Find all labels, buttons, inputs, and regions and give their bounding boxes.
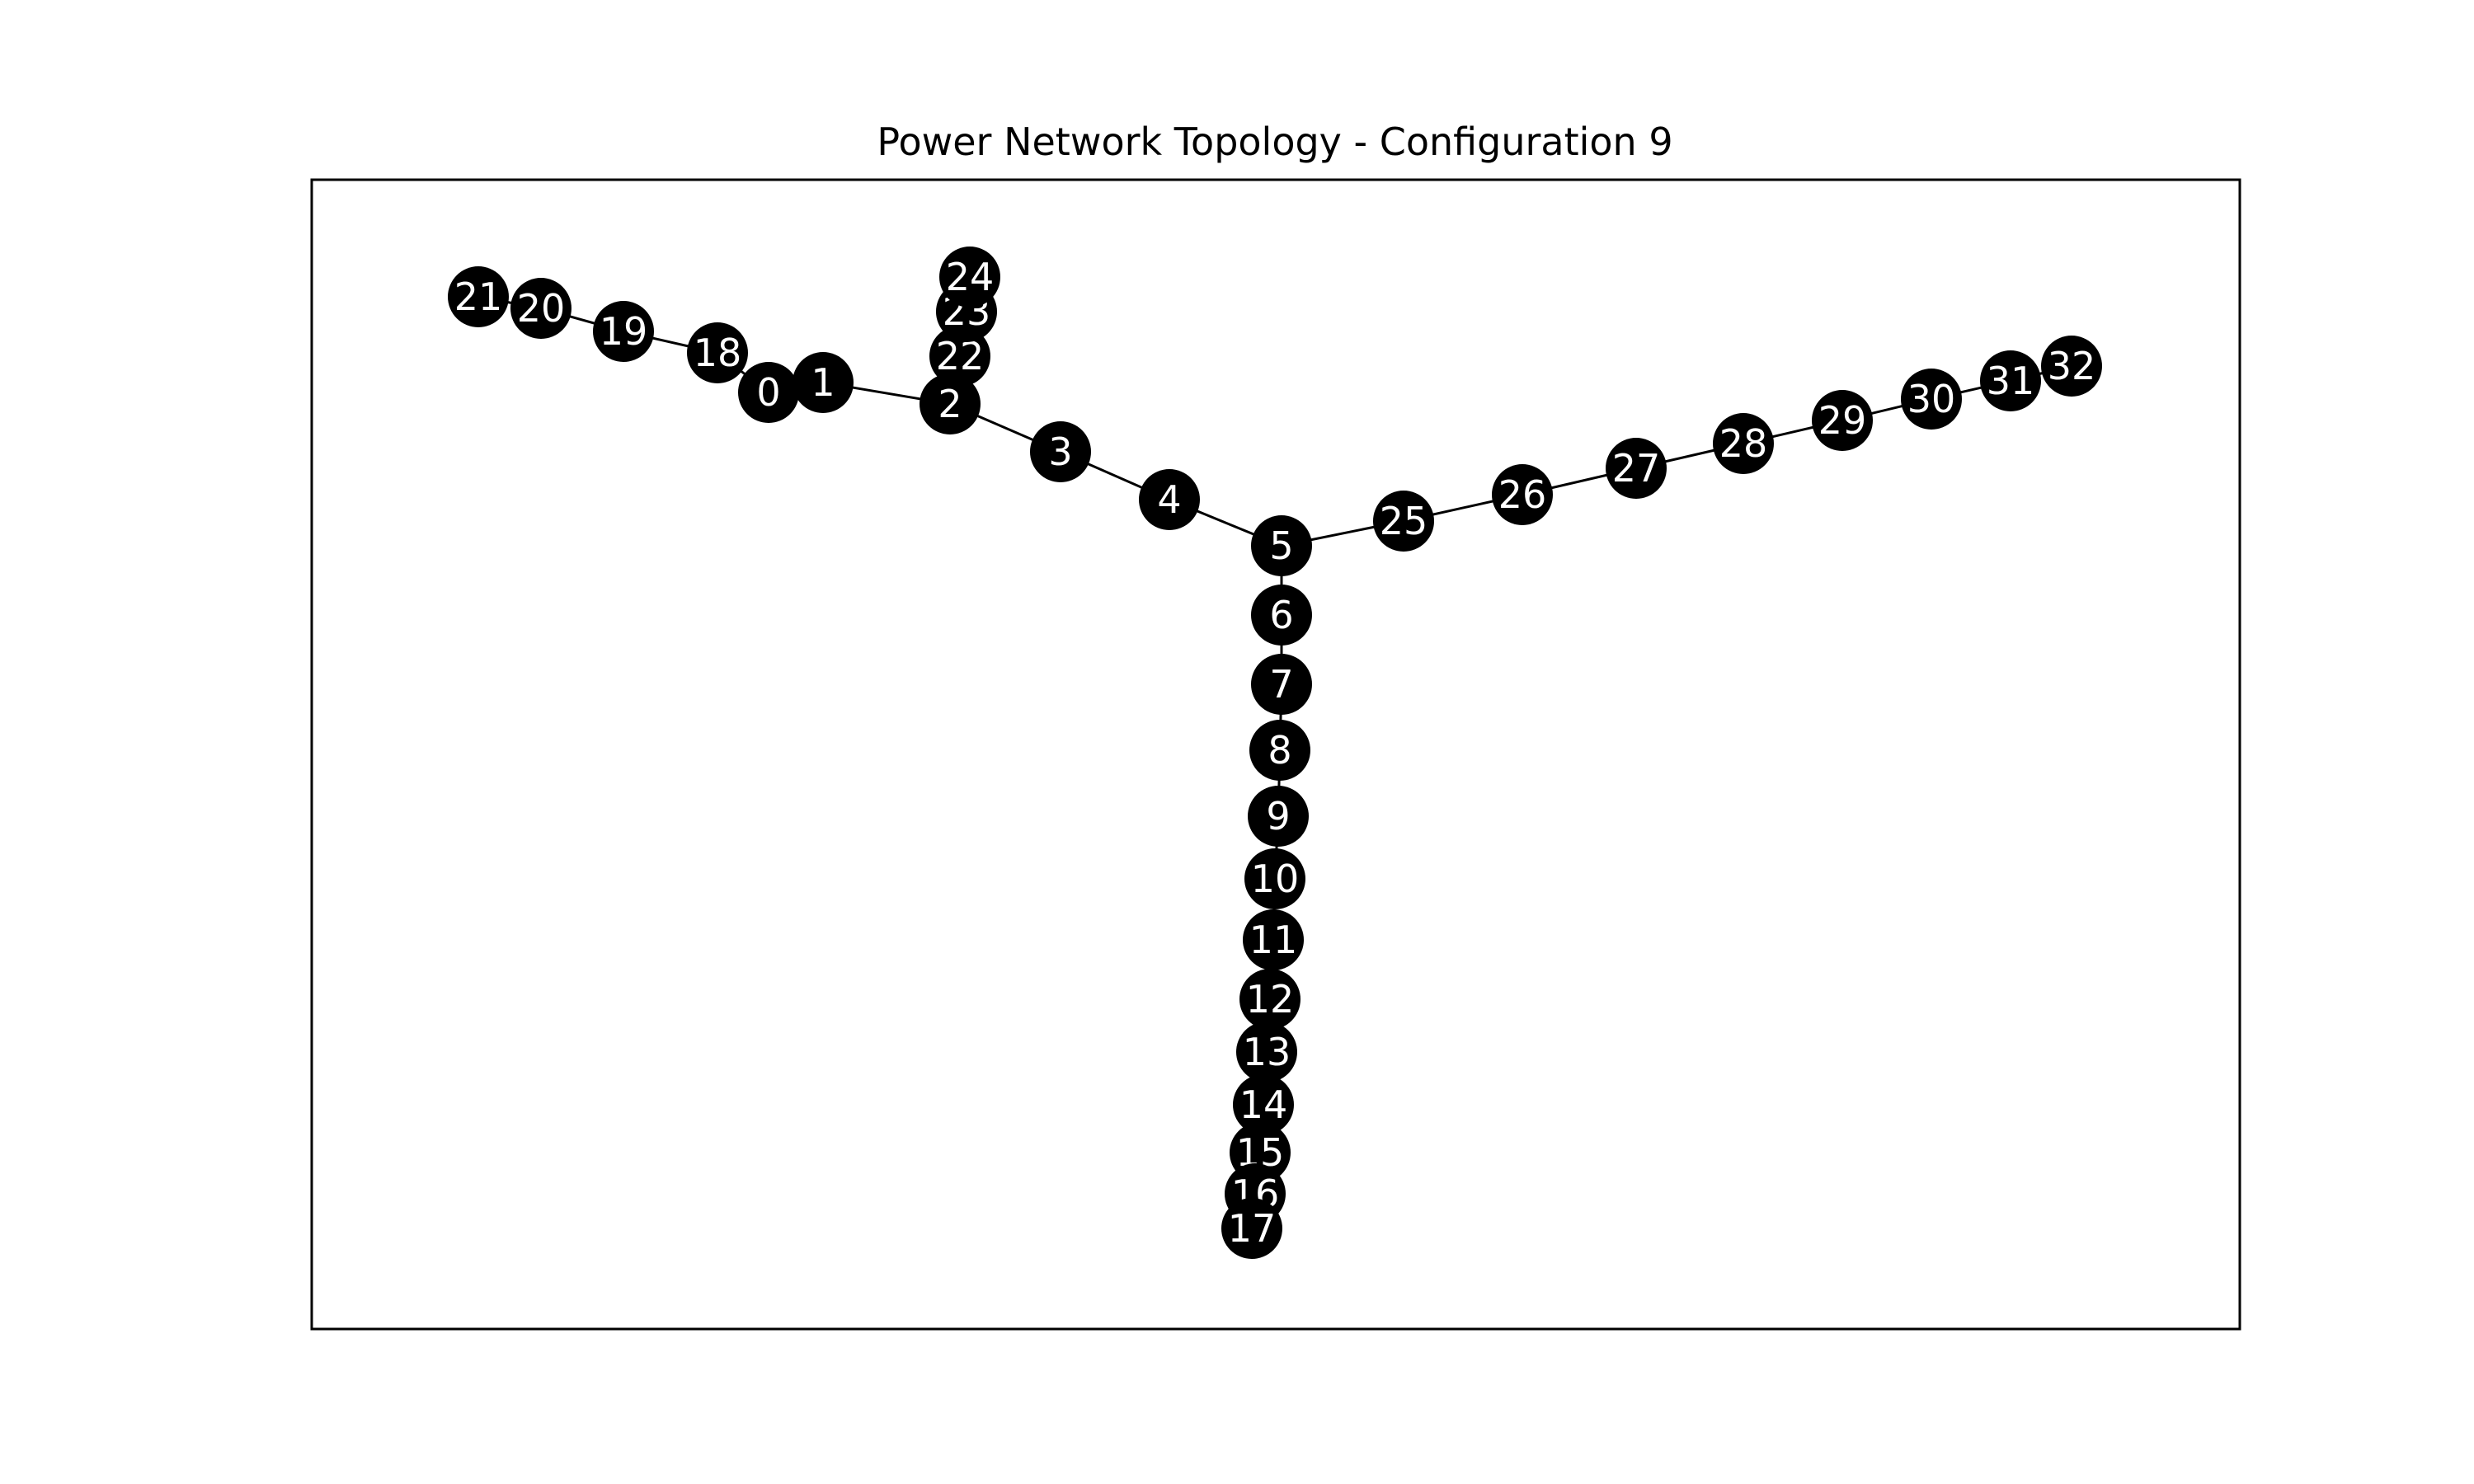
- node-label: 2: [938, 382, 962, 426]
- node-label: 11: [1249, 918, 1298, 962]
- node-circle: [1236, 1021, 1297, 1082]
- node-21: 21: [448, 266, 509, 327]
- node-label: 7: [1269, 662, 1293, 707]
- node-18: 18: [687, 322, 748, 383]
- node-28: 28: [1713, 413, 1774, 474]
- node-label: 21: [454, 275, 503, 319]
- node-14: 14: [1233, 1074, 1294, 1135]
- node-29: 29: [1812, 390, 1873, 451]
- node-circle: [1233, 1074, 1294, 1135]
- node-label: 18: [694, 331, 742, 375]
- node-label: 24: [946, 255, 995, 299]
- node-label: 31: [1987, 359, 2035, 403]
- node-label: 0: [756, 370, 780, 415]
- node-label: 28: [1719, 421, 1768, 466]
- node-circle: [1139, 469, 1200, 530]
- node-circle: [1373, 491, 1434, 552]
- node-circle: [1248, 786, 1309, 847]
- node-2: 2: [920, 373, 981, 434]
- node-circle: [1713, 413, 1774, 474]
- node-label: 9: [1266, 794, 1290, 838]
- node-label: 19: [600, 309, 648, 354]
- node-label: 29: [1818, 398, 1867, 443]
- node-label: 30: [1907, 377, 1956, 421]
- node-label: 17: [1228, 1206, 1277, 1251]
- node-circle: [920, 373, 981, 434]
- node-label: 8: [1268, 728, 1291, 773]
- node-7: 7: [1251, 654, 1312, 715]
- node-9: 9: [1248, 786, 1309, 847]
- node-6: 6: [1251, 585, 1312, 646]
- node-label: 13: [1243, 1030, 1291, 1074]
- node-circle: [793, 352, 854, 413]
- node-label: 4: [1157, 477, 1181, 522]
- node-circle: [1251, 654, 1312, 715]
- node-circle: [1606, 438, 1667, 499]
- node-32: 32: [2041, 336, 2102, 397]
- node-circle: [1980, 350, 2041, 411]
- node-19: 19: [593, 301, 654, 362]
- node-circle: [1244, 848, 1305, 909]
- node-31: 31: [1980, 350, 2041, 411]
- node-27: 27: [1606, 438, 1667, 499]
- node-circle: [1492, 464, 1553, 525]
- node-label: 20: [517, 286, 566, 331]
- node-circle: [1239, 969, 1300, 1030]
- node-24: 24: [939, 247, 1000, 308]
- diagram-title: Power Network Topology - Configuration 9: [877, 120, 1672, 164]
- node-label: 27: [1612, 446, 1661, 491]
- node-circle: [738, 362, 799, 423]
- node-13: 13: [1236, 1021, 1297, 1082]
- node-circle: [1251, 515, 1312, 576]
- node-label: 10: [1251, 857, 1300, 901]
- node-label: 32: [2048, 344, 2096, 388]
- node-circle: [593, 301, 654, 362]
- node-label: 14: [1239, 1082, 1288, 1127]
- node-circle: [1221, 1198, 1282, 1259]
- node-circle: [1243, 909, 1304, 970]
- node-label: 5: [1269, 524, 1293, 568]
- node-circle: [2041, 336, 2102, 397]
- node-circle: [687, 322, 748, 383]
- node-circle: [1812, 390, 1873, 451]
- node-17: 17: [1221, 1198, 1282, 1259]
- node-circle: [939, 247, 1000, 308]
- node-26: 26: [1492, 464, 1553, 525]
- node-circle: [1030, 421, 1091, 482]
- node-30: 30: [1901, 369, 1962, 430]
- node-label: 25: [1380, 499, 1428, 543]
- node-0: 0: [738, 362, 799, 423]
- node-circle: [1249, 720, 1310, 781]
- node-label: 12: [1246, 977, 1295, 1021]
- node-8: 8: [1249, 720, 1310, 781]
- node-10: 10: [1244, 848, 1305, 909]
- node-circle: [510, 278, 571, 339]
- node-circle: [929, 326, 990, 387]
- node-3: 3: [1030, 421, 1091, 482]
- node-circle: [448, 266, 509, 327]
- node-11: 11: [1243, 909, 1304, 970]
- node-5: 5: [1251, 515, 1312, 576]
- node-4: 4: [1139, 469, 1200, 530]
- node-12: 12: [1239, 969, 1300, 1030]
- node-1: 1: [793, 352, 854, 413]
- plot-frame: [310, 178, 2241, 1331]
- nodes-layer: 0 1 23456789101112131415161718192021222324…: [448, 247, 2102, 1259]
- node-label: 26: [1498, 472, 1547, 517]
- node-label: 6: [1269, 593, 1293, 637]
- node-label: 1: [811, 360, 835, 405]
- node-circle: [1251, 585, 1312, 646]
- node-label: 3: [1048, 430, 1072, 474]
- node-25: 25: [1373, 491, 1434, 552]
- node-circle: [1901, 369, 1962, 430]
- node-20: 20: [510, 278, 571, 339]
